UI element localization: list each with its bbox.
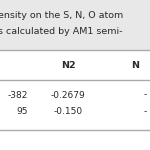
Text: N2: N2 — [61, 60, 75, 69]
Text: ensity on the S, N, O atom: ensity on the S, N, O atom — [0, 11, 123, 20]
Text: N: N — [131, 60, 139, 69]
Text: -0.150: -0.150 — [53, 108, 82, 117]
Text: -382: -382 — [8, 90, 28, 99]
Text: -0.2679: -0.2679 — [51, 90, 85, 99]
Text: s calculated by AM1 semi-: s calculated by AM1 semi- — [0, 27, 123, 36]
FancyBboxPatch shape — [0, 50, 150, 150]
Text: -: - — [143, 108, 147, 117]
Text: -: - — [143, 90, 147, 99]
Text: 95: 95 — [16, 108, 28, 117]
FancyBboxPatch shape — [0, 0, 150, 50]
